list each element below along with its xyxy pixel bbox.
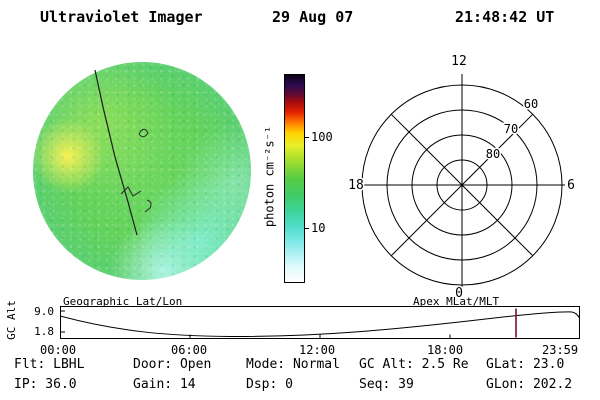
status-seq: Seq: 39 (359, 377, 414, 392)
status-row-2: IP: 36.0 Gain: 14 Dsp: 0 Seq: 39 GLon: 2… (0, 377, 600, 393)
status-gain: Gain: 14 (133, 377, 196, 392)
colorbar-tick-label: 100 (311, 130, 333, 144)
status-door: Door: Open (133, 357, 212, 372)
timeline-y-axis-label: GC Alt (5, 300, 18, 340)
contour-mark (138, 128, 149, 138)
timeline-xtick: 18:00 (427, 343, 464, 357)
colorbar-tick-label: 10 (311, 221, 326, 235)
status-glat: GLat: 23.0 (486, 357, 565, 372)
timeline-xtick: 06:00 (171, 343, 208, 357)
status-flt: Flt: LBHL (14, 357, 85, 372)
uv-earth-overlay (94, 69, 152, 236)
uv-earth-image (33, 62, 251, 280)
colorbar-tick (304, 137, 309, 138)
status-ip: IP: 36.0 (14, 377, 77, 392)
contour-mark (120, 186, 142, 197)
date-label: 29 Aug 07 (272, 8, 354, 26)
timeline-ytick: 1.8 (34, 325, 54, 338)
mlt-label-6: 6 (567, 178, 575, 193)
polar-spoke-diagonal (390, 113, 534, 257)
status-glon: GLon: 202.2 (486, 377, 573, 392)
mlat-label-70: 70 (504, 122, 518, 136)
mlt-label-0: 0 (455, 286, 463, 300)
timeline-label-geographic: Geographic Lat/Lon (63, 295, 183, 308)
orbit-altitude-curve (60, 311, 580, 338)
timeline-label-apex: Apex MLat/MLT (413, 295, 500, 308)
polar-plot: 12 18 6 0 60 70 80 (347, 53, 577, 301)
timeline-frame (60, 306, 580, 339)
status-gcalt: GC Alt: 2.5 Re (359, 357, 469, 372)
status-row-1: Flt: LBHL Door: Open Mode: Normal GC Alt… (0, 357, 600, 373)
timeline-xtick: 23:59 (542, 343, 579, 357)
colorbar-unit-label: photon cm⁻²s⁻¹ (262, 125, 277, 228)
timeline-xtick: 00:00 (40, 343, 77, 357)
terminator-line (94, 69, 138, 236)
status-dsp: Dsp: 0 (246, 377, 293, 392)
mlat-label-60: 60 (524, 97, 538, 111)
app-title: Ultraviolet Imager (40, 8, 203, 26)
colorbar (284, 74, 305, 283)
timeline-plot (60, 306, 580, 339)
mlat-label-80: 80 (486, 147, 500, 161)
colorbar-tick (304, 228, 309, 229)
contour-mark (144, 199, 152, 213)
timeline-xtick: 12:00 (299, 343, 336, 357)
timeline-ytick: 9.0 (34, 305, 54, 318)
mlt-label-18: 18 (348, 178, 364, 193)
status-mode: Mode: Normal (246, 357, 340, 372)
time-label: 21:48:42 UT (455, 8, 555, 26)
mlt-label-12: 12 (451, 54, 467, 69)
